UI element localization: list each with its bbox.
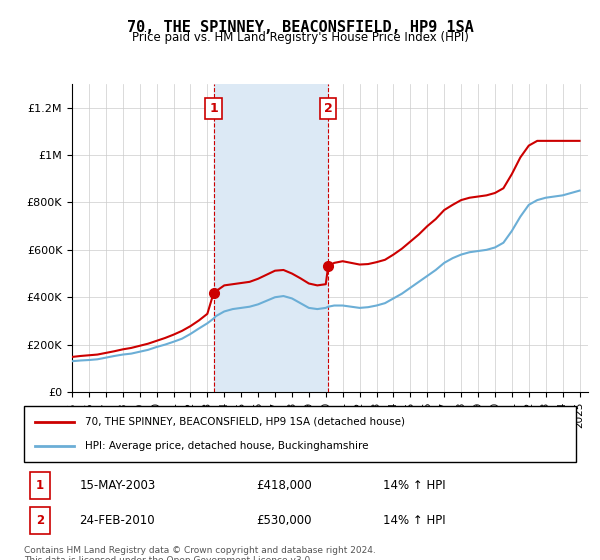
Text: Contains HM Land Registry data © Crown copyright and database right 2024.
This d: Contains HM Land Registry data © Crown c… (24, 546, 376, 560)
Bar (214, 84, 328, 392)
Text: £530,000: £530,000 (256, 514, 311, 528)
Text: HPI: Average price, detached house, Buckinghamshire: HPI: Average price, detached house, Buck… (85, 441, 368, 451)
Text: 14% ↑ HPI: 14% ↑ HPI (383, 514, 445, 528)
FancyBboxPatch shape (29, 473, 50, 499)
Text: Price paid vs. HM Land Registry's House Price Index (HPI): Price paid vs. HM Land Registry's House … (131, 31, 469, 44)
Text: 24-FEB-2010: 24-FEB-2010 (79, 514, 155, 528)
Text: 1: 1 (209, 102, 218, 115)
Text: 14% ↑ HPI: 14% ↑ HPI (383, 479, 445, 492)
Text: 2: 2 (324, 102, 332, 115)
Text: 2: 2 (36, 514, 44, 528)
Text: 70, THE SPINNEY, BEACONSFIELD, HP9 1SA: 70, THE SPINNEY, BEACONSFIELD, HP9 1SA (127, 20, 473, 35)
FancyBboxPatch shape (24, 406, 576, 462)
Text: 70, THE SPINNEY, BEACONSFIELD, HP9 1SA (detached house): 70, THE SPINNEY, BEACONSFIELD, HP9 1SA (… (85, 417, 405, 427)
Text: 1: 1 (36, 479, 44, 492)
Text: 15-MAY-2003: 15-MAY-2003 (79, 479, 155, 492)
FancyBboxPatch shape (29, 507, 50, 534)
Text: £418,000: £418,000 (256, 479, 311, 492)
